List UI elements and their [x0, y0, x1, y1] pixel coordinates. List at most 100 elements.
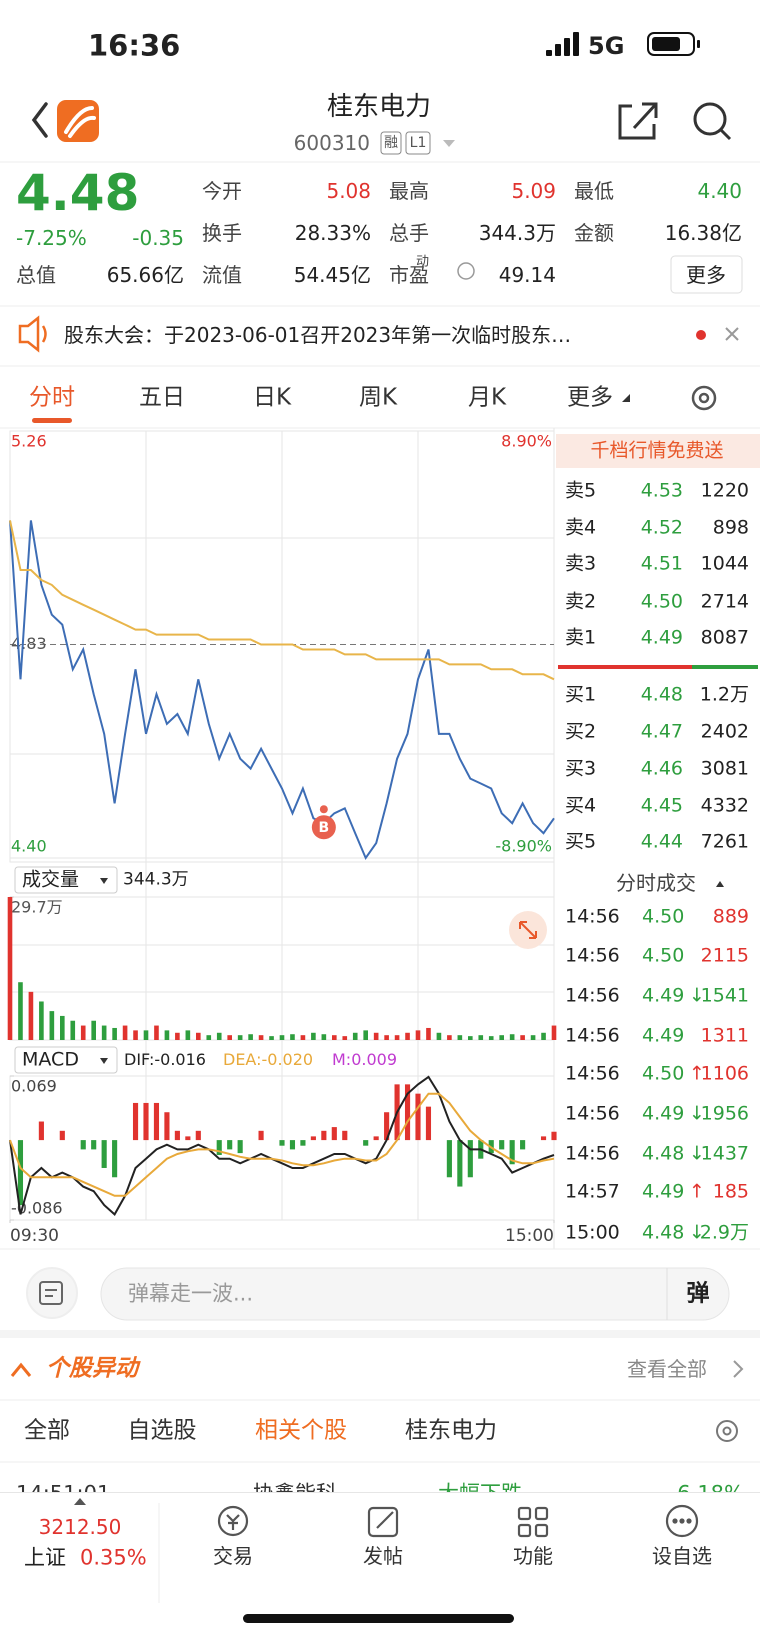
filter-tab[interactable]: 全部 — [24, 1417, 70, 1444]
trade-direction: ↓ — [689, 1142, 705, 1165]
back-button[interactable] — [31, 102, 48, 138]
network-type: 5G — [588, 32, 625, 60]
promo-text[interactable]: 千档行情免费送 — [590, 439, 724, 462]
volume-bar — [311, 1032, 316, 1040]
trade-time: 14:57 — [565, 1180, 620, 1203]
status-time: 16:36 — [88, 28, 181, 63]
stat-label: 今开 — [202, 179, 242, 203]
volume-bar — [227, 1035, 233, 1040]
close-button[interactable] — [725, 327, 739, 341]
stock-code: 600310 — [293, 131, 370, 155]
trade-time: 14:56 — [565, 984, 620, 1007]
share-button[interactable] — [618, 102, 658, 140]
nav-item[interactable]: 设自选 — [652, 1544, 712, 1568]
info-icon — [457, 262, 475, 280]
chart-tab[interactable]: 五日 — [139, 384, 185, 411]
trade-volume: 1541 — [700, 984, 749, 1007]
volume-bar — [101, 1025, 107, 1040]
indicator-select[interactable] — [14, 866, 118, 894]
volume-bar — [551, 1025, 557, 1040]
notice-text[interactable]: 股东大会：于2023-06-01召开2023年第一次临时股东… — [64, 323, 572, 347]
more-button[interactable]: 更多 — [686, 263, 726, 287]
volume-bar — [49, 1011, 55, 1040]
volume-bar — [467, 1036, 473, 1040]
stat-label: 总手 — [389, 221, 429, 245]
macd-bar — [185, 1136, 191, 1141]
dropdown-icon — [622, 394, 630, 402]
macd-bar — [342, 1130, 348, 1141]
index-change: 0.35% — [80, 1545, 147, 1570]
expand-button[interactable] — [509, 911, 547, 949]
promo-banner[interactable] — [556, 434, 760, 468]
volume-bar — [195, 1032, 201, 1040]
price-line — [9, 520, 555, 861]
chart-tab[interactable]: 周K — [358, 384, 398, 411]
volume-bar — [447, 1035, 452, 1040]
chart-tab[interactable]: 更多 — [567, 384, 613, 411]
chart-tab[interactable]: 分时 — [29, 384, 75, 411]
more-button-frame[interactable] — [670, 255, 743, 294]
trade-price: 4.48 — [642, 1221, 685, 1244]
macd-bar — [551, 1131, 557, 1141]
chart-frame — [9, 428, 555, 1249]
filter-tab[interactable]: 桂东电力 — [405, 1417, 497, 1444]
level-volume: 1.2万 — [699, 683, 749, 706]
macd-bar — [38, 1121, 44, 1141]
function-icon[interactable] — [517, 1506, 549, 1538]
nav-item[interactable]: 功能 — [513, 1544, 553, 1568]
settings-button[interactable] — [691, 385, 717, 411]
nav-item[interactable]: 交易 — [213, 1544, 253, 1568]
view-all-link[interactable]: 查看全部 — [627, 1357, 707, 1381]
nav-icons — [74, 1498, 699, 1623]
chart-tab[interactable]: 日K — [252, 384, 292, 411]
y-tick-label: 0.069 — [11, 1077, 57, 1096]
macd-bar — [289, 1140, 296, 1150]
volume-bar — [530, 1035, 536, 1040]
level-volume: 3081 — [700, 757, 749, 780]
volume-bar — [80, 1025, 86, 1040]
danmaku-settings[interactable] — [26, 1267, 78, 1319]
level-volume: 2714 — [700, 590, 749, 613]
level-label: 卖5 — [565, 479, 597, 502]
level-volume: 1220 — [700, 479, 749, 502]
search-button[interactable] — [693, 102, 732, 141]
volume-bar — [143, 1030, 149, 1040]
section-title: 个股异动 — [46, 1355, 138, 1382]
volume-bar — [112, 1027, 117, 1040]
level-volume: 1044 — [700, 552, 749, 575]
level-label: 卖2 — [565, 590, 597, 613]
collapse-icon — [716, 881, 724, 887]
macd-bar — [258, 1130, 264, 1141]
level-volume: 2402 — [700, 720, 749, 743]
nav-item[interactable]: 发帖 — [363, 1544, 403, 1568]
filter-settings[interactable] — [716, 1420, 738, 1442]
filter-tab[interactable]: 相关个股 — [255, 1417, 347, 1444]
danmaku-button[interactable]: 弹 — [686, 1280, 710, 1307]
filter-tab[interactable]: 自选股 — [127, 1417, 197, 1444]
level-volume: 7261 — [700, 830, 749, 853]
level-volume: 898 — [712, 516, 749, 539]
expand-icon — [74, 1498, 86, 1505]
chart-tab[interactable]: 月K — [467, 384, 507, 411]
trade-icon[interactable] — [217, 1505, 249, 1537]
trade-time: 15:00 — [565, 1221, 620, 1244]
trade-price: 4.50 — [642, 944, 685, 967]
volume-bar — [185, 1030, 191, 1040]
volume-bar — [415, 1030, 421, 1040]
trade-price: 4.50 — [642, 905, 685, 928]
stat-label: 总值 — [16, 263, 56, 287]
volume-bar — [426, 1027, 431, 1040]
volume-bar — [269, 1036, 274, 1040]
trade-time: 14:56 — [565, 1102, 620, 1125]
post-icon[interactable] — [367, 1506, 399, 1538]
stat-label: 换手 — [202, 221, 242, 245]
collapse-icon — [10, 1362, 32, 1377]
stat-value: 65.66亿 — [106, 263, 184, 287]
stat-label: 流值 — [202, 263, 242, 287]
stat-value: 28.33% — [294, 221, 371, 245]
trade-direction: ↑ — [689, 1062, 705, 1085]
comment-placeholder[interactable]: 弹幕走一波... — [128, 1281, 254, 1306]
watchlist-icon[interactable] — [665, 1504, 699, 1538]
indicator-select[interactable] — [14, 1046, 118, 1074]
comment-input[interactable] — [100, 1267, 730, 1321]
